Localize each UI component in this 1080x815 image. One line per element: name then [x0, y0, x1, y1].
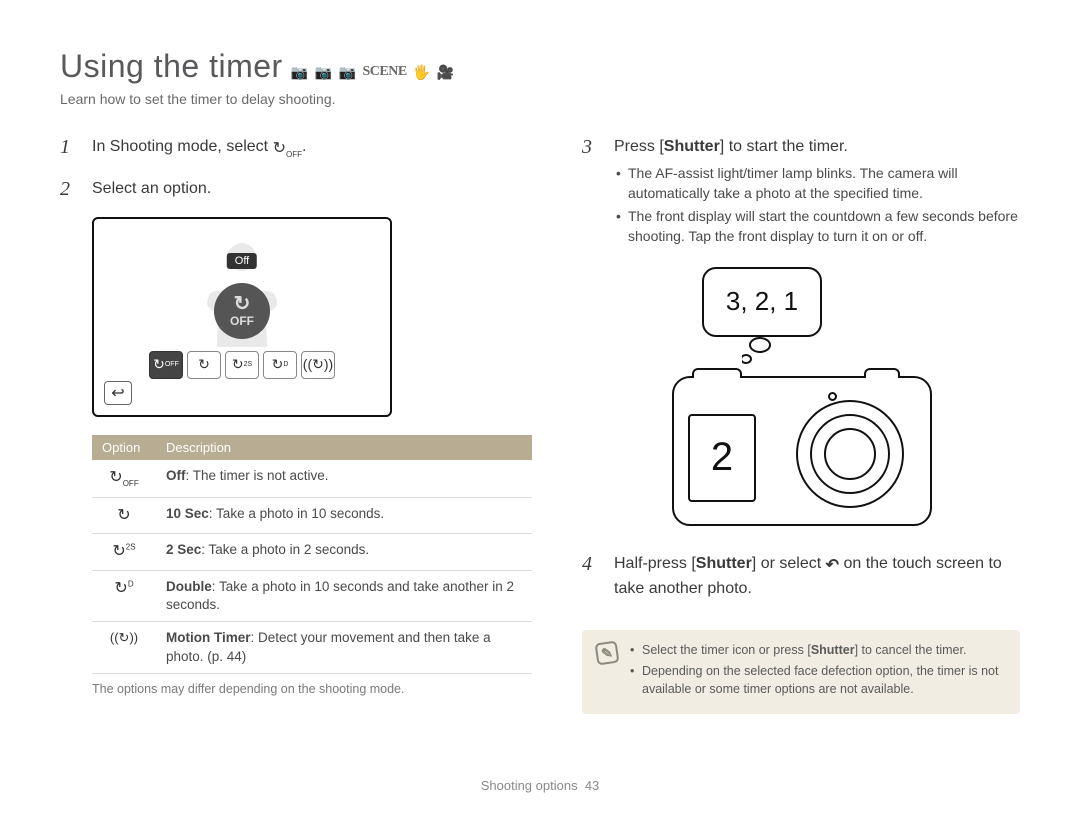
step1-text-pre: In Shooting mode, select: [92, 138, 273, 155]
note1-post: ] to cancel the timer.: [855, 643, 967, 657]
timer-off-icon: ↻OFF: [273, 137, 302, 161]
note-icon: ✎: [595, 641, 620, 666]
option-text: : Take a photo in 2 seconds.: [201, 542, 369, 557]
option-icon-motion: ((↻)): [92, 622, 156, 673]
note-box: ✎ Select the timer icon or press [Shutte…: [582, 630, 1020, 715]
timer-option-2s[interactable]: ↻2S: [225, 351, 259, 379]
countdown-bubble: 3, 2, 1: [702, 267, 822, 337]
options-table: Option Description ↻OFF Off: The timer i…: [92, 435, 532, 674]
step3-pre: Press [: [614, 138, 664, 155]
option-bold: Motion Timer: [166, 630, 251, 645]
option-icon-10s: ↻: [92, 497, 156, 534]
mode-icon: 📷: [339, 64, 357, 81]
camera-illustration: 2: [672, 376, 932, 526]
mode-icon: 📷: [315, 64, 333, 81]
note-item: Depending on the selected face defection…: [630, 663, 1006, 698]
timer-center-icon: ↻ OFF: [214, 283, 270, 339]
mode-icon: 📷: [291, 64, 309, 81]
table-row: ↻OFF Off: The timer is not active.: [92, 460, 532, 497]
mode-icon: 🎥: [437, 64, 455, 81]
option-bold: Double: [166, 579, 212, 594]
option-icon-double: ↻D: [92, 570, 156, 621]
note1-bold: Shutter: [811, 643, 855, 657]
mode-icons-row: 📷 📷 📷 SCENE 🖐 🎥: [291, 64, 455, 81]
step3-bullet: The front display will start the countdo…: [614, 207, 1020, 246]
left-column: 1 In Shooting mode, select ↻OFF. 2 Selec…: [60, 135, 532, 714]
camera-lens-ring: [824, 428, 876, 480]
timer-option-off[interactable]: ↻OFF: [149, 351, 183, 379]
note1-pre: Select the timer icon or press [: [642, 643, 811, 657]
bubble-tail: [742, 337, 802, 367]
back-button[interactable]: ↩: [104, 381, 132, 405]
step-number: 2: [60, 177, 78, 201]
option-text: : The timer is not active.: [186, 468, 329, 483]
timer-option-row: ↻OFF ↻ ↻2S ↻D ((↻)): [149, 351, 335, 379]
table-note: The options may differ depending on the …: [92, 682, 532, 696]
camera-shutter-bump: [864, 368, 900, 378]
mode-icon: SCENE: [363, 64, 407, 81]
step4-bold: Shutter: [696, 555, 752, 572]
option-text: : Take a photo in 10 seconds and take an…: [166, 579, 514, 612]
table-row: ↻2S 2 Sec: Take a photo in 2 seconds.: [92, 534, 532, 571]
step4-pre: Half-press [: [614, 555, 696, 572]
option-icon-off: ↻OFF: [92, 460, 156, 497]
step-number: 3: [582, 135, 600, 251]
page-subtitle: Learn how to set the timer to delay shoo…: [60, 91, 1020, 107]
step3-bold: Shutter: [664, 138, 720, 155]
footer-page: 43: [585, 778, 599, 793]
step-2: 2 Select an option.: [60, 177, 532, 201]
timer-center-text: OFF: [230, 314, 254, 328]
step2-text: Select an option.: [92, 177, 532, 201]
step3-post: ] to start the timer.: [720, 138, 848, 155]
step-3: 3 Press [Shutter] to start the timer. Th…: [582, 135, 1020, 251]
table-row: ↻ 10 Sec: Take a photo in 10 seconds.: [92, 497, 532, 534]
table-row: ((↻)) Motion Timer: Detect your movement…: [92, 622, 532, 673]
table-header-description: Description: [156, 435, 532, 460]
mode-icon: 🖐: [413, 64, 431, 81]
front-display-value: 2: [711, 435, 733, 480]
option-icon-2s: ↻2S: [92, 534, 156, 571]
timer-option-10s[interactable]: ↻: [187, 351, 221, 379]
table-header-option: Option: [92, 435, 156, 460]
camera-front-display: 2: [688, 414, 756, 502]
step-number: 1: [60, 135, 78, 161]
table-row: ↻D Double: Take a photo in 10 seconds an…: [92, 570, 532, 621]
page-footer: Shooting options 43: [0, 778, 1080, 793]
step4-mid: ] or select: [752, 555, 826, 572]
option-bold: 10 Sec: [166, 506, 209, 521]
timer-option-motion[interactable]: ((↻)): [301, 351, 335, 379]
option-bold: 2 Sec: [166, 542, 201, 557]
step-number: 4: [582, 552, 600, 600]
option-bold: Off: [166, 468, 186, 483]
note-item: Select the timer icon or press [Shutter]…: [630, 642, 1006, 660]
title-text: Using the timer: [60, 48, 283, 85]
camera-timer-led: [828, 392, 837, 401]
bubble-text: 3, 2, 1: [726, 286, 798, 317]
screen-illustration: Off ↻ OFF ↻OFF ↻ ↻2S ↻D ((↻)) ↩: [92, 217, 392, 417]
option-text: : Take a photo in 10 seconds.: [209, 506, 384, 521]
step3-bullet: The AF-assist light/timer lamp blinks. T…: [614, 164, 1020, 203]
screen-off-label: Off: [227, 253, 257, 269]
step-4: 4 Half-press [Shutter] or select ↶ on th…: [582, 552, 1020, 600]
camera-flash-bump: [692, 368, 742, 378]
step1-text-post: .: [302, 138, 306, 155]
timer-option-double[interactable]: ↻D: [263, 351, 297, 379]
return-icon: ↶: [826, 554, 839, 577]
page-title: Using the timer 📷 📷 📷 SCENE 🖐 🎥: [60, 48, 1020, 85]
step-1: 1 In Shooting mode, select ↻OFF.: [60, 135, 532, 161]
right-column: 3 Press [Shutter] to start the timer. Th…: [582, 135, 1020, 714]
footer-label: Shooting options: [481, 778, 578, 793]
